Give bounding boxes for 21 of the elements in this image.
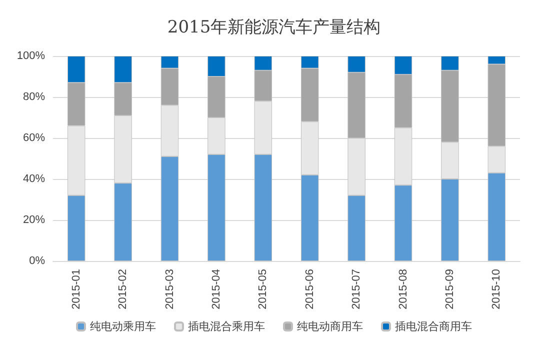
y-tick-label: 0% (29, 255, 46, 267)
legend-label: 插电混合乘用车 (188, 320, 265, 333)
legend-label: 纯电动商用车 (297, 320, 363, 333)
x-tick-label: 2015-10 (490, 269, 503, 310)
chart-title: 2015年新能源汽车产量结构 (167, 18, 381, 38)
y-tick-label: 80% (22, 91, 46, 103)
x-tick-label: 2015-03 (164, 269, 176, 310)
legend-label: 插电混合商用车 (395, 320, 472, 333)
x-tick-label: 2015-06 (304, 269, 316, 310)
x-tick-label: 2015-09 (444, 269, 456, 310)
x-tick-label: 2015-02 (117, 269, 130, 310)
y-tick-label: 60% (22, 132, 46, 144)
x-tick-label: 2015-08 (397, 269, 410, 310)
x-tick-label: 2015-07 (350, 269, 363, 310)
x-tick-label: 2015-01 (70, 269, 82, 310)
y-tick-label: 100% (16, 50, 46, 62)
x-tick-label: 2015-04 (210, 269, 222, 310)
y-tick-label: 20% (22, 214, 46, 226)
legend-label: 纯电动乘用车 (90, 320, 156, 333)
y-tick-label: 40% (22, 173, 46, 185)
x-tick-label: 2015-05 (257, 269, 270, 310)
